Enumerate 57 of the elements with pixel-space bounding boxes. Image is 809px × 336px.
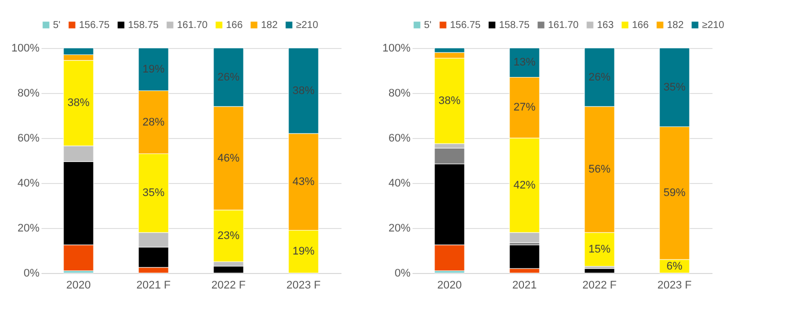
data-label: 15% <box>588 243 611 256</box>
legend-label: 156.75 <box>450 20 482 31</box>
x-tick-label: 2021 F <box>136 280 171 292</box>
x-tick-label: 2020 <box>66 280 91 292</box>
bar <box>213 266 244 274</box>
y-tick-label: 40% <box>388 178 411 190</box>
legend-label: 166 <box>226 20 244 31</box>
legend-label: ≥210 <box>702 20 725 31</box>
x-tick-label: 2022 F <box>582 280 617 292</box>
legend-label: 163 <box>597 20 614 31</box>
y-tick-label: 60% <box>388 132 411 144</box>
data-label: 43% <box>292 176 315 188</box>
data-label: 26% <box>217 71 240 84</box>
y-tick-label: 40% <box>17 178 40 190</box>
y-tick-label: 80% <box>388 88 411 100</box>
data-label: 19% <box>142 63 165 76</box>
data-label: 26% <box>588 71 611 84</box>
bar <box>584 268 615 274</box>
legend-label: 5' <box>424 20 432 31</box>
y-tick-label: 100% <box>382 42 411 54</box>
data-label: 19% <box>292 246 315 258</box>
legend-label: ≥210 <box>296 20 319 31</box>
y-tick-label: 0% <box>394 268 411 280</box>
y-tick-label: 20% <box>17 222 40 234</box>
y-tick-label: 20% <box>388 222 411 234</box>
x-tick-label: 2020 <box>437 280 462 292</box>
data-label: 46% <box>217 152 240 164</box>
data-label: 27% <box>513 102 536 114</box>
data-label: 56% <box>588 164 611 176</box>
data-label: 35% <box>663 81 686 94</box>
x-tick-label: 2023 F <box>657 280 692 292</box>
data-label: 6% <box>666 260 683 272</box>
y-tick-label: 0% <box>24 268 40 280</box>
data-label: 59% <box>663 187 686 200</box>
x-tick-label: 2022 F <box>211 280 246 292</box>
legend-label: 166 <box>632 20 650 31</box>
y-tick-label: 60% <box>17 132 40 144</box>
data-label: 13% <box>513 56 536 69</box>
data-label: 23% <box>217 230 240 242</box>
data-label: 35% <box>142 187 165 200</box>
legend-label: 182 <box>261 20 278 31</box>
data-label: 28% <box>142 116 165 128</box>
legend-label: 158.75 <box>499 20 530 31</box>
data-label: 38% <box>438 94 461 107</box>
legend-label: 182 <box>667 20 684 31</box>
y-tick-label: 100% <box>11 42 40 54</box>
data-label: 42% <box>513 179 536 192</box>
x-tick-label: 2021 <box>512 280 537 292</box>
legend-label: 158.75 <box>128 20 160 31</box>
y-tick-label: 80% <box>17 88 40 100</box>
data-label: 38% <box>292 84 315 97</box>
data-label: 38% <box>67 97 90 110</box>
legend-label: 5' <box>53 20 61 31</box>
legend-label: 161.70 <box>177 20 208 31</box>
legend-label: 156.75 <box>79 20 110 31</box>
x-tick-label: 2023 F <box>286 280 321 292</box>
legend-label: 161.70 <box>548 20 580 31</box>
